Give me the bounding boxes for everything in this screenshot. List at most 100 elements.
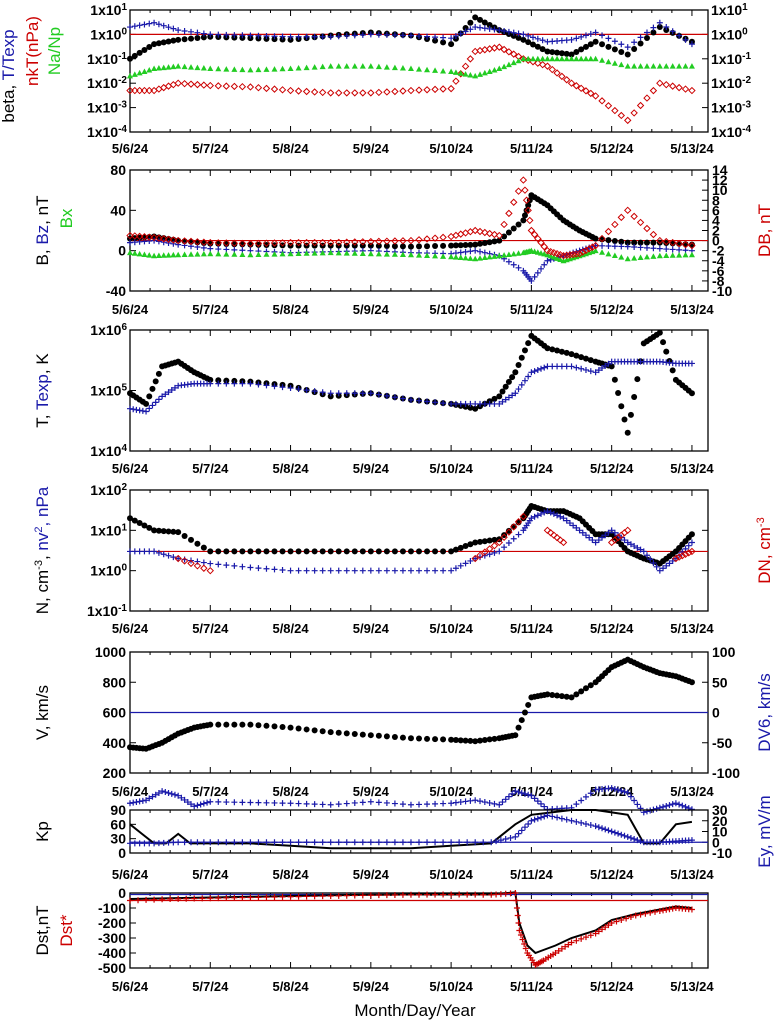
y-axis-label: Dst,nT [33, 905, 52, 955]
data-point-plus [152, 791, 159, 798]
data-point-dot [523, 207, 530, 214]
y-axis-label-part: beta, [0, 80, 18, 122]
data-point-triangle [520, 55, 527, 62]
data-point-dot [432, 736, 439, 743]
data-point-dot [472, 539, 479, 546]
y-axis-label-part: T, [33, 410, 52, 428]
data-point-triangle [311, 64, 318, 70]
data-point-dot [207, 548, 214, 555]
data-point-plus [510, 535, 517, 542]
data-point-plus [653, 563, 660, 570]
data-point-plus [472, 891, 479, 898]
data-point-plus [335, 801, 342, 808]
data-point-plus [139, 797, 146, 804]
data-point-plus [135, 897, 142, 904]
data-point-triangle [563, 55, 570, 62]
data-point-plus [568, 817, 575, 824]
y-tick-label: 1x106 [90, 322, 127, 339]
data-point-plus [367, 567, 374, 574]
data-point-plus [255, 894, 262, 901]
tick-mantissa: 1x10 [87, 75, 118, 91]
data-point-plus [416, 397, 422, 404]
data-point-dot [515, 362, 522, 369]
data-point-diamond [490, 541, 499, 550]
data-point-plus [496, 400, 503, 407]
data-point-plus [327, 801, 334, 808]
data-point-triangle [486, 68, 493, 74]
y-tick-label: 1x100 [90, 26, 127, 43]
data-point-triangle [175, 251, 182, 258]
data-point-triangle [501, 63, 508, 70]
data-point-plus [640, 548, 647, 555]
data-point-triangle [223, 251, 230, 257]
data-point-dot [375, 548, 382, 555]
data-point-plus [605, 243, 612, 250]
data-point-plus [605, 35, 612, 42]
data-point-diamond [510, 50, 518, 58]
data-point-plus [534, 512, 541, 519]
data-point-dot [440, 39, 447, 46]
data-point-plus [367, 892, 374, 899]
data-point-plus [605, 360, 612, 367]
data-point-plus [457, 30, 464, 37]
data-point-dot [457, 737, 464, 744]
data-point-dot [239, 721, 246, 728]
data-point-triangle [510, 250, 517, 257]
data-point-dot [582, 43, 589, 50]
data-point-plus [279, 567, 286, 574]
data-point-plus [188, 801, 195, 808]
data-point-plus [615, 830, 622, 837]
data-point-triangle [491, 253, 498, 259]
data-point-plus [279, 384, 286, 391]
data-point-plus [162, 789, 169, 796]
data-point-diamond [585, 245, 593, 253]
data-point-dot [181, 36, 188, 43]
data-point-diamond [461, 62, 470, 71]
data-point-plus [375, 839, 382, 846]
data-point-dot [512, 732, 519, 739]
data-point-dot [155, 40, 162, 47]
data-point-dot [467, 737, 474, 744]
data-point-dot [367, 732, 374, 739]
data-point-plus [375, 892, 382, 899]
data-point-plus [399, 32, 406, 39]
data-point-plus [650, 24, 657, 31]
y-axis-label-right-part: DV6, km/s [755, 673, 774, 751]
data-point-plus [383, 892, 390, 899]
data-point-plus [631, 39, 638, 46]
tick-mantissa: 1x10 [90, 2, 121, 18]
data-point-plus [168, 386, 175, 393]
data-point-plus [191, 895, 198, 902]
data-point-plus [568, 939, 575, 946]
x-tick-label: 5/9/24 [353, 621, 390, 636]
data-point-dot [416, 735, 422, 742]
x-tick-label: 5/12/24 [590, 621, 634, 636]
data-point-plus [538, 265, 545, 272]
data-point-dot [582, 685, 589, 692]
data-point-plus [501, 27, 508, 34]
data-point-plus [627, 914, 634, 920]
data-point-plus [367, 839, 374, 846]
tick-exponent: 1 [742, 2, 748, 13]
data-point-dot [688, 531, 695, 538]
data-point-plus [541, 509, 548, 516]
data-point-dot [359, 242, 366, 249]
data-point-plus [200, 800, 207, 807]
data-point-triangle [669, 252, 676, 258]
data-point-plus [287, 839, 294, 846]
data-point-plus [643, 29, 650, 36]
data-point-plus [295, 567, 302, 574]
data-point-dot [621, 416, 628, 423]
x-tick-label: 5/10/24 [429, 784, 473, 799]
data-point-plus [521, 377, 528, 384]
data-point-triangle [255, 66, 262, 73]
data-point-plus [391, 32, 398, 39]
panel-kp: 5/6/24 5/7/24 5/8/24 5/9/24 5/10/24 5/11/24 5/… [33, 795, 774, 882]
y-tick-label: -100 [98, 900, 126, 916]
data-point-triangle [200, 65, 207, 71]
data-point-diamond [471, 226, 479, 235]
data-point-plus [488, 839, 495, 846]
data-point-triangle [688, 251, 695, 258]
data-point-triangle [547, 252, 554, 259]
data-point-triangle [165, 252, 172, 258]
